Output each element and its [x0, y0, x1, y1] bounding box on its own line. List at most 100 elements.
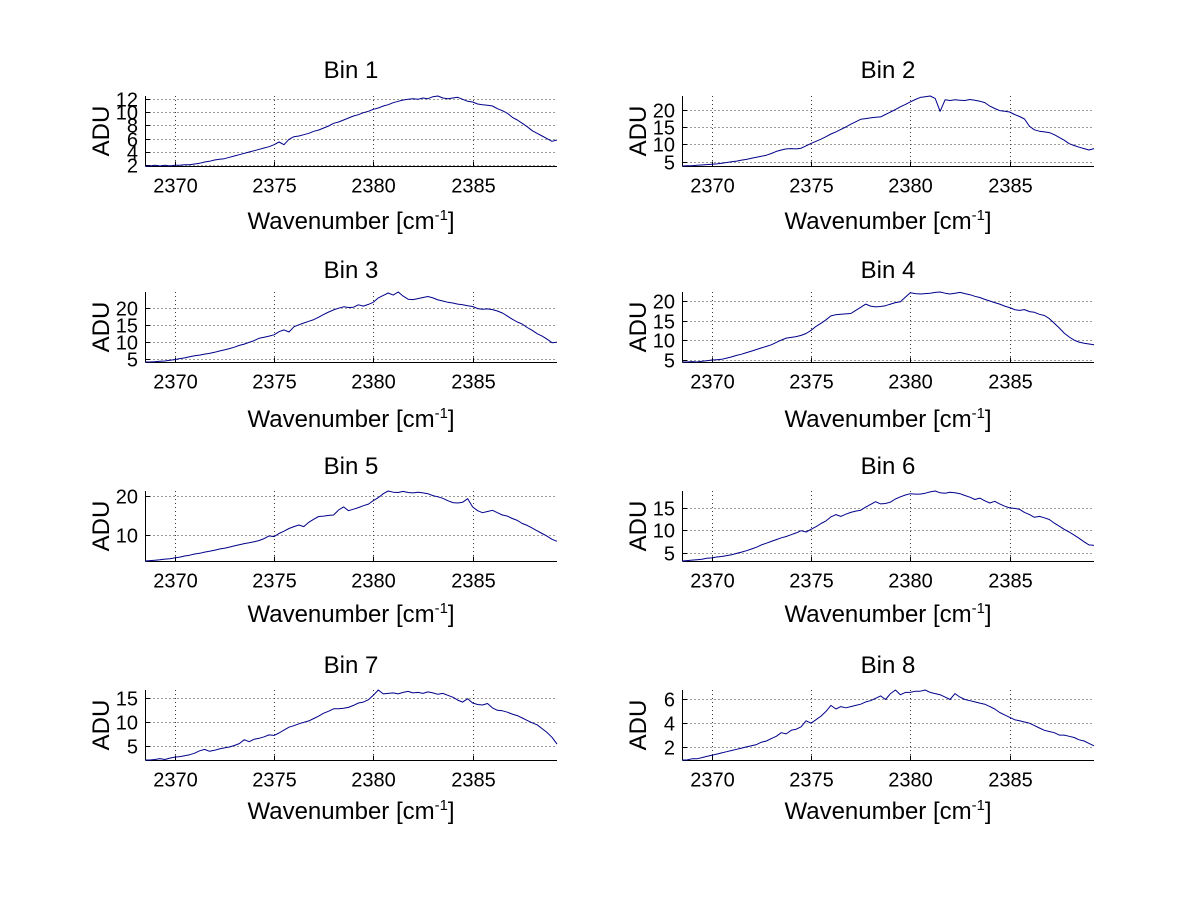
subplot-title-bin-1: Bin 1 — [323, 57, 379, 84]
x-axis-label-bin-6: Wavenumber [cm-1] — [738, 601, 1038, 629]
svg-text:2375: 2375 — [789, 176, 834, 198]
svg-text:2370: 2370 — [690, 372, 735, 394]
xlabel-bracket: ] — [447, 601, 455, 628]
svg-text:2385: 2385 — [451, 770, 496, 792]
svg-text:20: 20 — [116, 299, 138, 321]
subplot-title-bin-5: Bin 5 — [323, 453, 379, 480]
svg-text:2380: 2380 — [888, 372, 933, 394]
svg-text:2370: 2370 — [153, 372, 198, 394]
x-axis-label-bin-3: Wavenumber [cm-1] — [201, 406, 501, 434]
svg-text:2380: 2380 — [888, 571, 933, 593]
xlabel-text: Wavenumber [cm — [247, 798, 435, 825]
svg-text:10: 10 — [116, 103, 138, 125]
subplot-title-bin-7: Bin 7 — [323, 652, 379, 679]
svg-text:10: 10 — [116, 713, 138, 735]
svg-text:15: 15 — [653, 312, 675, 334]
svg-text:2385: 2385 — [988, 372, 1033, 394]
svg-text:10: 10 — [116, 526, 138, 548]
svg-text:5: 5 — [664, 351, 675, 373]
svg-text:5: 5 — [664, 544, 675, 566]
xlabel-text: Wavenumber [cm — [784, 208, 972, 235]
svg-text:2380: 2380 — [351, 571, 396, 593]
svg-text:10: 10 — [116, 333, 138, 355]
x-axis-label-bin-1: Wavenumber [cm-1] — [201, 208, 501, 236]
svg-text:2380: 2380 — [351, 770, 396, 792]
svg-text:15: 15 — [116, 689, 138, 711]
xlabel-bracket: ] — [984, 208, 992, 235]
svg-text:2380: 2380 — [888, 770, 933, 792]
svg-text:15: 15 — [653, 499, 675, 521]
xlabel-bracket: ] — [984, 601, 992, 628]
subplot-title-bin-4: Bin 4 — [860, 257, 916, 284]
svg-text:2385: 2385 — [451, 176, 496, 198]
svg-text:2370: 2370 — [153, 176, 198, 198]
svg-text:2375: 2375 — [252, 770, 297, 792]
svg-text:2: 2 — [664, 738, 675, 760]
xlabel-text: Wavenumber [cm — [247, 208, 435, 235]
svg-text:2370: 2370 — [153, 571, 198, 593]
svg-text:20: 20 — [116, 487, 138, 509]
svg-text:2370: 2370 — [690, 176, 735, 198]
xlabel-superscript: -1 — [434, 601, 448, 617]
svg-text:5: 5 — [664, 153, 675, 175]
xlabel-bracket: ] — [984, 406, 992, 433]
svg-text:2380: 2380 — [351, 176, 396, 198]
xlabel-text: Wavenumber [cm — [247, 406, 435, 433]
svg-text:2380: 2380 — [888, 176, 933, 198]
x-axis-label-bin-7: Wavenumber [cm-1] — [201, 798, 501, 826]
x-axis-label-bin-5: Wavenumber [cm-1] — [201, 601, 501, 629]
xlabel-superscript: -1 — [971, 208, 985, 224]
subplot-title-bin-8: Bin 8 — [860, 652, 916, 679]
svg-text:5: 5 — [127, 350, 138, 372]
subplot-title-bin-6: Bin 6 — [860, 453, 916, 480]
svg-text:4: 4 — [127, 143, 138, 165]
xlabel-superscript: -1 — [434, 406, 448, 422]
svg-text:2375: 2375 — [252, 176, 297, 198]
svg-text:20: 20 — [653, 101, 675, 123]
svg-text:2370: 2370 — [690, 770, 735, 792]
svg-text:2375: 2375 — [789, 571, 834, 593]
svg-text:15: 15 — [653, 118, 675, 140]
svg-text:2375: 2375 — [789, 770, 834, 792]
svg-text:2385: 2385 — [988, 571, 1033, 593]
x-axis-label-bin-2: Wavenumber [cm-1] — [738, 208, 1038, 236]
xlabel-superscript: -1 — [971, 601, 985, 617]
xlabel-superscript: -1 — [434, 208, 448, 224]
svg-text:6: 6 — [664, 690, 675, 712]
svg-text:12: 12 — [116, 90, 138, 112]
subplot-title-bin-3: Bin 3 — [323, 257, 379, 284]
xlabel-text: Wavenumber [cm — [784, 601, 972, 628]
svg-text:5: 5 — [127, 737, 138, 759]
x-axis-label-bin-4: Wavenumber [cm-1] — [738, 406, 1038, 434]
svg-text:15: 15 — [116, 316, 138, 338]
plot-bin-8: 2370 2375 2380 2385 246 — [664, 689, 1095, 792]
svg-text:6: 6 — [127, 130, 138, 152]
svg-text:8: 8 — [127, 116, 138, 138]
xlabel-bracket: ] — [447, 208, 455, 235]
xlabel-bracket: ] — [447, 406, 455, 433]
xlabel-superscript: -1 — [971, 406, 985, 422]
svg-text:2370: 2370 — [690, 571, 735, 593]
svg-text:2385: 2385 — [451, 571, 496, 593]
xlabel-bracket: ] — [984, 798, 992, 825]
svg-text:2375: 2375 — [789, 372, 834, 394]
svg-text:10: 10 — [653, 135, 675, 157]
xlabel-superscript: -1 — [434, 798, 448, 814]
subplot-title-bin-2: Bin 2 — [860, 57, 916, 84]
plot-bin-5: 2370 2375 2380 2385 10 20 — [116, 487, 558, 593]
svg-text:20: 20 — [653, 292, 675, 314]
svg-text:2385: 2385 — [451, 372, 496, 394]
svg-text:2375: 2375 — [252, 372, 297, 394]
svg-text:4: 4 — [664, 714, 675, 736]
svg-text:2375: 2375 — [252, 571, 297, 593]
xlabel-text: Wavenumber [cm — [784, 406, 972, 433]
xlabel-text: Wavenumber [cm — [247, 601, 435, 628]
xlabel-text: Wavenumber [cm — [784, 798, 972, 825]
